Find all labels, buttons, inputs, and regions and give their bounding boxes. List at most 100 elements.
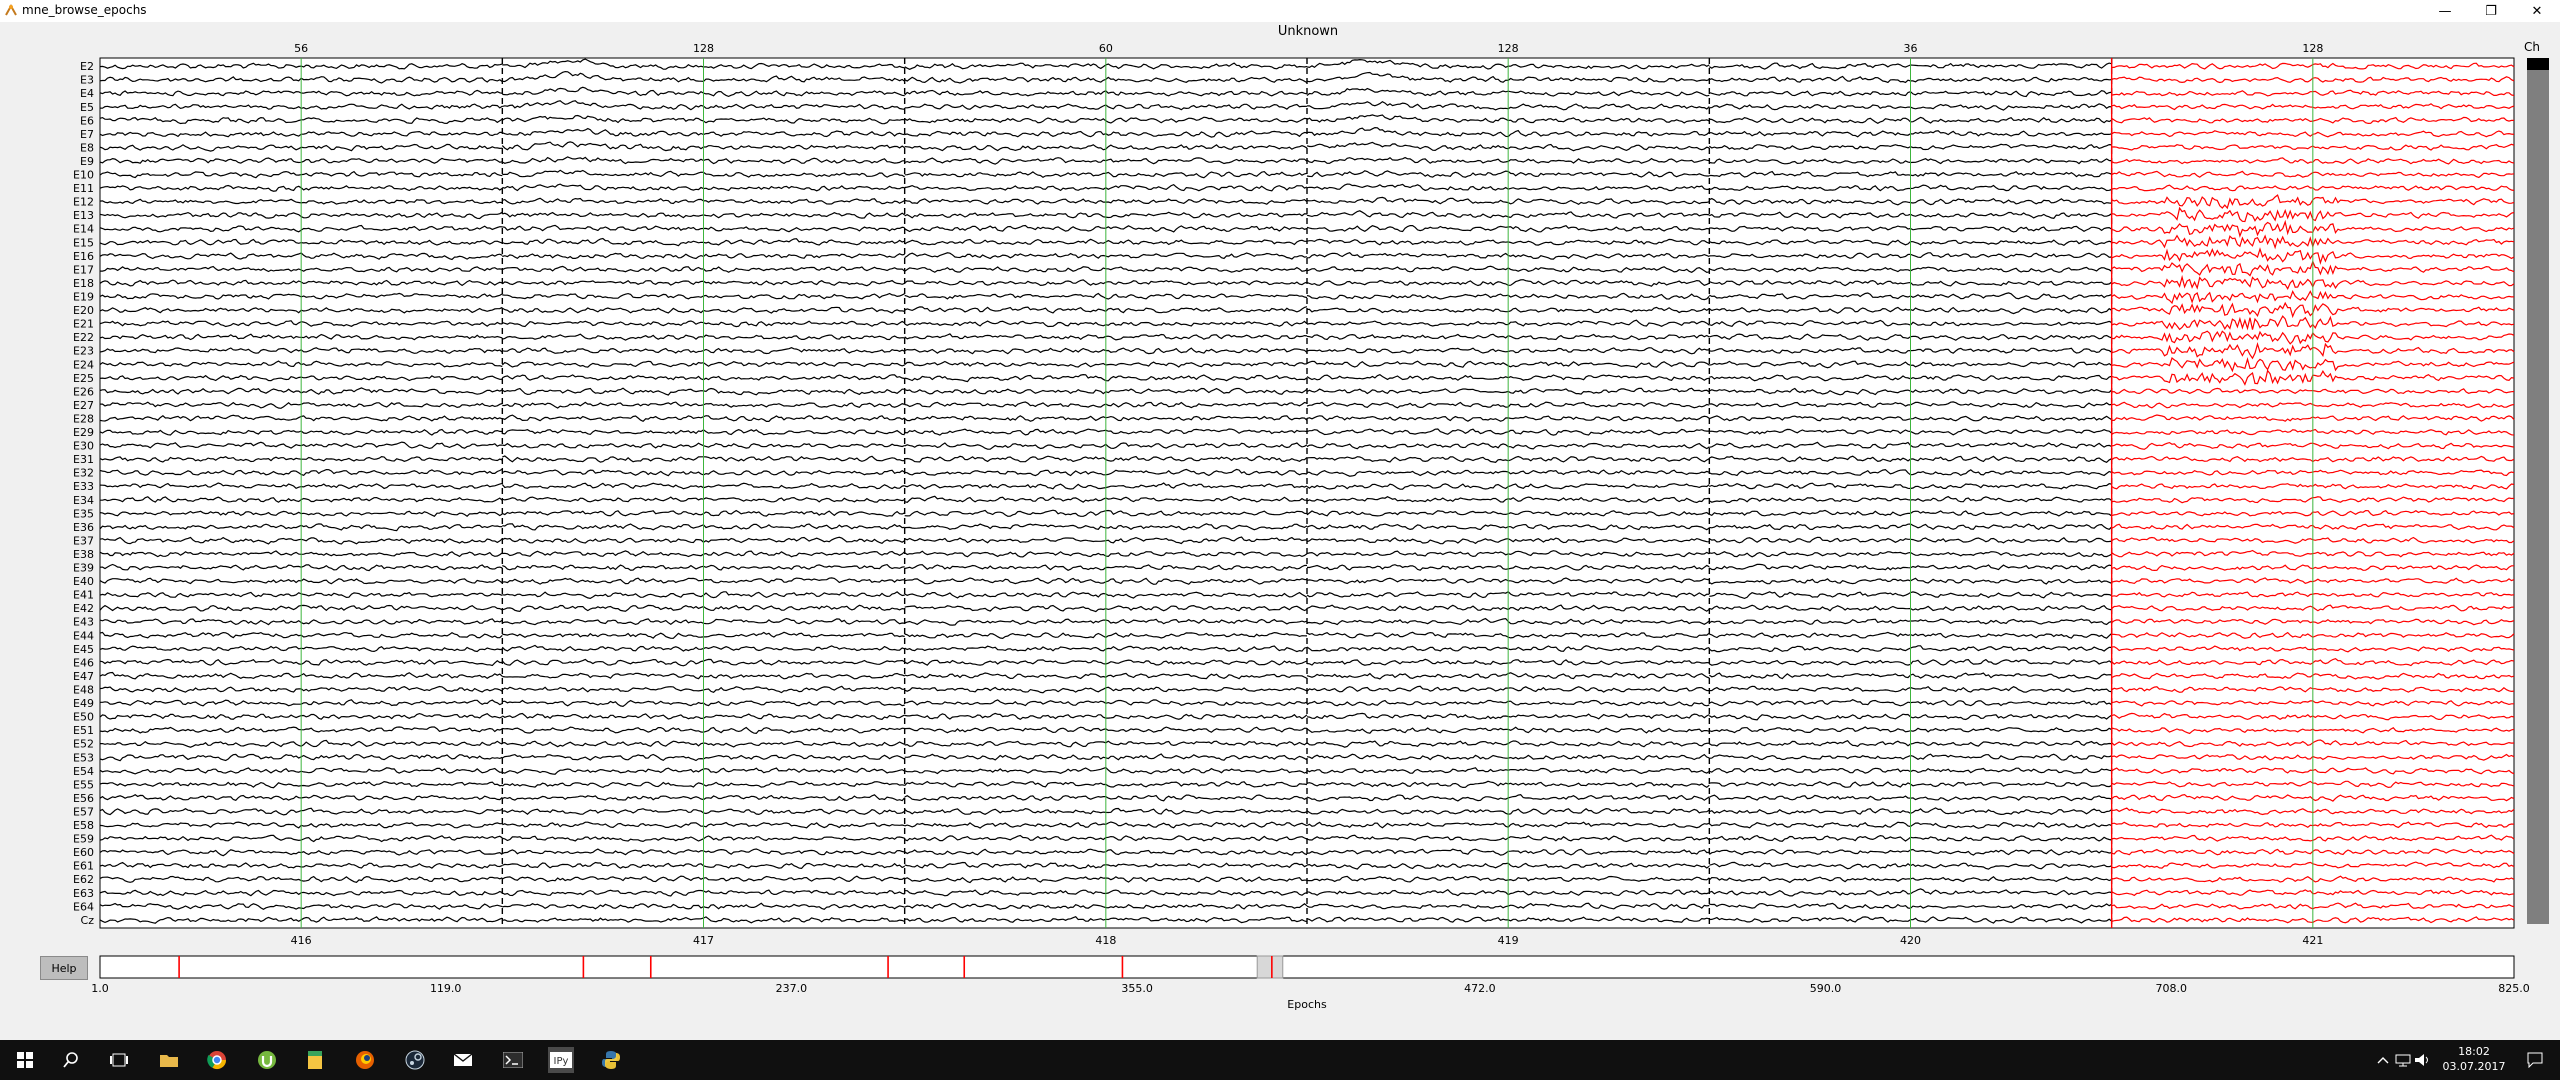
- epoch-number: 419: [1498, 934, 1519, 947]
- utorrent-icon[interactable]: [254, 1047, 280, 1073]
- channel-label[interactable]: E63: [73, 887, 94, 900]
- event-label: 56: [294, 42, 308, 55]
- notes-icon[interactable]: [302, 1047, 328, 1073]
- ipython-icon[interactable]: IPy: [548, 1047, 574, 1073]
- mail-icon[interactable]: [450, 1047, 476, 1073]
- chevron-up-icon[interactable]: [2370, 1047, 2396, 1073]
- event-label: 128: [1498, 42, 1519, 55]
- channel-label[interactable]: E32: [73, 467, 94, 480]
- channel-label[interactable]: E29: [73, 426, 94, 439]
- channel-label[interactable]: E58: [73, 819, 94, 832]
- channel-label[interactable]: E45: [73, 643, 94, 656]
- channel-label[interactable]: E26: [73, 385, 94, 398]
- channel-label[interactable]: E17: [73, 263, 94, 276]
- channel-label[interactable]: E24: [73, 358, 94, 371]
- channel-label[interactable]: E52: [73, 738, 94, 751]
- volume-icon[interactable]: [2410, 1047, 2436, 1073]
- epoch-scrollbar-track[interactable]: [99, 955, 2515, 979]
- channel-label[interactable]: E28: [73, 412, 94, 425]
- channel-label[interactable]: E30: [73, 440, 94, 453]
- channel-label[interactable]: E47: [73, 670, 94, 683]
- channel-label[interactable]: E35: [73, 507, 94, 520]
- help-button[interactable]: Help: [40, 956, 88, 980]
- close-button[interactable]: ✕: [2531, 3, 2543, 19]
- channel-label[interactable]: E44: [73, 629, 94, 642]
- channel-label[interactable]: E16: [73, 250, 94, 263]
- search-icon[interactable]: [58, 1047, 84, 1073]
- channel-label[interactable]: E13: [73, 209, 94, 222]
- event-label: 128: [2302, 42, 2323, 55]
- channel-label[interactable]: E8: [80, 141, 94, 154]
- channel-label[interactable]: E38: [73, 548, 94, 561]
- channel-label[interactable]: E42: [73, 602, 94, 615]
- network-icon[interactable]: [2390, 1047, 2416, 1073]
- file-explorer-icon[interactable]: [156, 1047, 182, 1073]
- channel-label[interactable]: E4: [80, 87, 94, 100]
- channel-label[interactable]: E21: [73, 318, 94, 331]
- channel-label[interactable]: E50: [73, 711, 94, 724]
- channel-label[interactable]: E48: [73, 683, 94, 696]
- channel-label[interactable]: E46: [73, 656, 94, 669]
- channel-label[interactable]: E19: [73, 291, 94, 304]
- channel-label[interactable]: E60: [73, 846, 94, 859]
- windows-start-icon[interactable]: [12, 1047, 38, 1073]
- channel-label[interactable]: E9: [80, 155, 94, 168]
- channel-label[interactable]: E62: [73, 873, 94, 886]
- channel-label[interactable]: E41: [73, 589, 94, 602]
- epoch-number: 421: [2302, 934, 2323, 947]
- channel-label[interactable]: E23: [73, 345, 94, 358]
- task-view-icon[interactable]: [106, 1047, 132, 1073]
- channel-label[interactable]: E61: [73, 860, 94, 873]
- channel-label[interactable]: E49: [73, 697, 94, 710]
- channel-label[interactable]: E36: [73, 521, 94, 534]
- steam-icon[interactable]: [402, 1047, 428, 1073]
- channel-label[interactable]: Cz: [81, 914, 95, 927]
- channel-label[interactable]: E57: [73, 805, 94, 818]
- channel-label[interactable]: E54: [73, 765, 94, 778]
- channel-label[interactable]: E37: [73, 534, 94, 547]
- channel-label[interactable]: E25: [73, 372, 94, 385]
- system-clock[interactable]: 18:02 03.07.2017: [2430, 1044, 2518, 1074]
- channel-label[interactable]: E51: [73, 724, 94, 737]
- terminal-icon[interactable]: [500, 1047, 526, 1073]
- channel-label[interactable]: E43: [73, 616, 94, 629]
- channel-label[interactable]: E20: [73, 304, 94, 317]
- notification-icon[interactable]: [2522, 1047, 2548, 1073]
- channel-label[interactable]: E31: [73, 453, 94, 466]
- clock-date: 03.07.2017: [2442, 1060, 2506, 1073]
- channel-label[interactable]: E5: [80, 101, 94, 114]
- channel-label[interactable]: E12: [73, 196, 94, 209]
- firefox-icon[interactable]: [352, 1047, 378, 1073]
- channel-label[interactable]: E22: [73, 331, 94, 344]
- channel-scrollbar-thumb[interactable]: [2527, 58, 2549, 70]
- channel-label[interactable]: E53: [73, 751, 94, 764]
- epoch-scrollbar[interactable]: 1.0 119.0 237.0 355.0 472.0 590.0 708.0 825.0: [0, 950, 2540, 998]
- channel-label[interactable]: E55: [73, 778, 94, 791]
- python-icon[interactable]: [598, 1047, 624, 1073]
- channel-label[interactable]: E59: [73, 833, 94, 846]
- channel-label[interactable]: E11: [73, 182, 94, 195]
- minimize-button[interactable]: —: [2438, 3, 2452, 19]
- channel-label[interactable]: E14: [73, 223, 94, 236]
- channel-scrollbar[interactable]: [2527, 58, 2549, 924]
- channel-label[interactable]: E15: [73, 236, 94, 249]
- epochs-plot[interactable]: E2E3E4E5E6E7E8E9E10E11E12E13E14E15E16E17…: [0, 30, 2520, 950]
- window-title: mne_browse_epochs: [22, 3, 147, 17]
- channel-label[interactable]: E40: [73, 575, 94, 588]
- channel-label[interactable]: E56: [73, 792, 94, 805]
- channel-label[interactable]: E34: [73, 494, 94, 507]
- channel-label[interactable]: E27: [73, 399, 94, 412]
- channel-label[interactable]: E39: [73, 562, 94, 575]
- channel-label[interactable]: E7: [80, 128, 94, 141]
- chrome-icon[interactable]: [204, 1047, 230, 1073]
- channel-label[interactable]: E33: [73, 480, 94, 493]
- channel-label[interactable]: E6: [80, 114, 94, 127]
- channel-label[interactable]: E18: [73, 277, 94, 290]
- channel-label[interactable]: E2: [80, 60, 94, 73]
- channel-label[interactable]: E64: [73, 900, 94, 913]
- maximize-button[interactable]: ❐: [2485, 3, 2497, 19]
- channel-label[interactable]: E10: [73, 169, 94, 182]
- epoch-number: 416: [291, 934, 312, 947]
- channel-label[interactable]: E3: [80, 74, 94, 87]
- epoch-scrollbar-thumb[interactable]: [1256, 955, 1284, 979]
